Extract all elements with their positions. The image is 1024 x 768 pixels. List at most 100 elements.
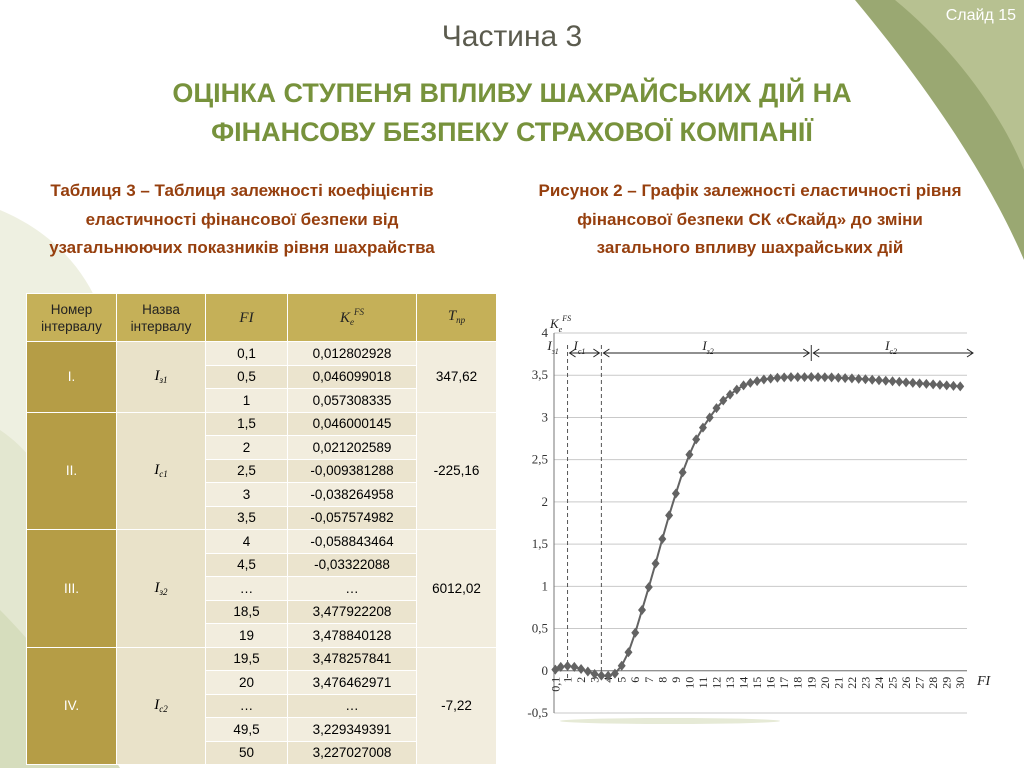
data-point <box>651 558 660 569</box>
t-pr-value-cell: -7,22 <box>416 646 497 765</box>
data-point <box>570 661 579 672</box>
table-row: 49,5 3,229349391 <box>27 717 497 742</box>
y-tick-label: 0,5 <box>532 621 548 636</box>
interval-number-cell: ІV. <box>26 646 117 765</box>
data-point <box>746 377 755 388</box>
fi-value-cell: 4,5 <box>205 552 288 577</box>
header-fi-text: FI <box>239 309 254 326</box>
data-point <box>665 510 674 521</box>
table-row: ІІІ. Iз2 4 -0,058843464 6012,02 <box>26 529 497 648</box>
data-point <box>556 661 565 672</box>
data-point <box>685 449 694 460</box>
y-tick-label: 2,5 <box>532 452 548 467</box>
data-point <box>881 375 890 386</box>
data-point <box>814 372 823 383</box>
data-point <box>935 379 944 390</box>
fi-value-cell: 49,5 <box>205 717 288 742</box>
data-point <box>732 384 741 395</box>
data-point <box>942 380 951 391</box>
interval-name-sub: з2 <box>159 586 168 597</box>
x-tick-label: 0,1 <box>548 677 562 692</box>
k-value-cell: 0,057308335 <box>287 388 417 413</box>
interval-name-sub: с1 <box>159 469 168 480</box>
data-point <box>590 668 599 679</box>
table-row: …… <box>27 576 497 601</box>
data-point <box>624 647 633 658</box>
k-value-cell: -0,03322088 <box>287 552 417 577</box>
data-point <box>949 380 958 391</box>
k-value-cell: 3,229349391 <box>287 717 417 742</box>
interval-label-main: I <box>884 338 890 353</box>
k-value-cell: 3,476462971 <box>287 670 417 695</box>
x-tick-label: 19 <box>804 677 818 689</box>
interval-name-sub: з1 <box>159 375 168 386</box>
data-point <box>786 372 795 383</box>
table-header-row: Номер інтервалу Назва інтервалу FI KeFS … <box>26 293 497 342</box>
data-point <box>692 434 701 445</box>
fi-value-cell: 2 <box>205 435 288 460</box>
data-point <box>671 488 680 499</box>
header-k-sub: e <box>350 317 354 327</box>
table-row: ІV. Iс2 19,5 3,478257841 -7,22 <box>26 646 497 765</box>
table-row: І. Iз1 0,1 0,012802928 347,62 <box>26 341 497 413</box>
table-row: 2,5 -0,009381288 <box>27 458 497 483</box>
data-point <box>773 372 782 383</box>
interval-name-main: I <box>154 462 160 479</box>
interval-label-main: I <box>701 338 707 353</box>
interval-label-sub: с2 <box>889 347 897 356</box>
fi-value-cell: 2,5 <box>205 458 288 483</box>
arrow-head-right <box>966 348 974 358</box>
data-point <box>705 412 714 423</box>
x-tick-label: 30 <box>953 677 967 689</box>
k-value-cell: 3,478257841 <box>287 646 417 671</box>
data-point <box>841 373 850 384</box>
data-point <box>929 379 938 390</box>
k-value-cell: … <box>287 693 417 718</box>
data-point <box>563 660 572 671</box>
x-tick-label: 16 <box>764 677 778 689</box>
x-tick-label: 9 <box>669 677 683 683</box>
interval-name-cell: Iз1 <box>116 341 206 413</box>
x-tick-label: 20 <box>818 677 832 689</box>
arrow-head-left <box>568 348 576 358</box>
arrow-head-right <box>593 348 601 358</box>
header-t-main: T <box>447 307 457 324</box>
table-row: ІІ. Iс1 1,5 0,046000145 -225,16 <box>26 411 497 530</box>
fi-value-cell: 19,5 <box>205 646 288 671</box>
k-value-cell: 0,046000145 <box>287 411 417 436</box>
elasticity-table: Номер інтервалу Назва інтервалу FI KeFS … <box>26 293 497 765</box>
x-tick-label: 28 <box>926 677 940 689</box>
x-tick-label: 8 <box>655 677 669 683</box>
y-axis-label-main: K <box>549 316 560 331</box>
fi-value-cell: 3,5 <box>205 505 288 530</box>
x-tick-label: 5 <box>615 677 629 683</box>
interval-number-cell: І. <box>26 341 117 413</box>
data-point <box>800 372 809 383</box>
interval-label: Iс1 <box>573 338 586 356</box>
x-tick-label: 3 <box>588 677 602 683</box>
data-point <box>551 664 560 675</box>
data-point <box>644 582 653 593</box>
data-point <box>888 376 897 387</box>
data-point <box>712 403 721 414</box>
k-value-cell: -0,009381288 <box>287 458 417 483</box>
k-value-cell: 0,021202589 <box>287 435 417 460</box>
data-point <box>726 389 735 400</box>
interval-label: Iз1 <box>546 338 558 356</box>
data-point <box>847 373 856 384</box>
slide-number: Слайд 15 <box>945 7 1016 24</box>
x-tick-label: 13 <box>723 677 737 689</box>
k-value-cell: 0,046099018 <box>287 364 417 389</box>
y-tick-label: 3 <box>542 409 549 424</box>
x-tick-label: 12 <box>709 677 723 689</box>
data-point <box>793 372 802 383</box>
x-axis-label: FI <box>976 674 992 689</box>
data-point <box>577 664 586 675</box>
table-row: 19 3,478840128 <box>27 623 497 648</box>
interval-label-main: I <box>546 338 552 353</box>
t-pr-value-cell: 6012,02 <box>416 529 497 648</box>
data-point <box>739 380 748 391</box>
k-value-cell: 0,012802928 <box>287 341 417 366</box>
header-interval-name: Назва інтервалу <box>116 293 206 342</box>
data-point <box>895 376 904 387</box>
